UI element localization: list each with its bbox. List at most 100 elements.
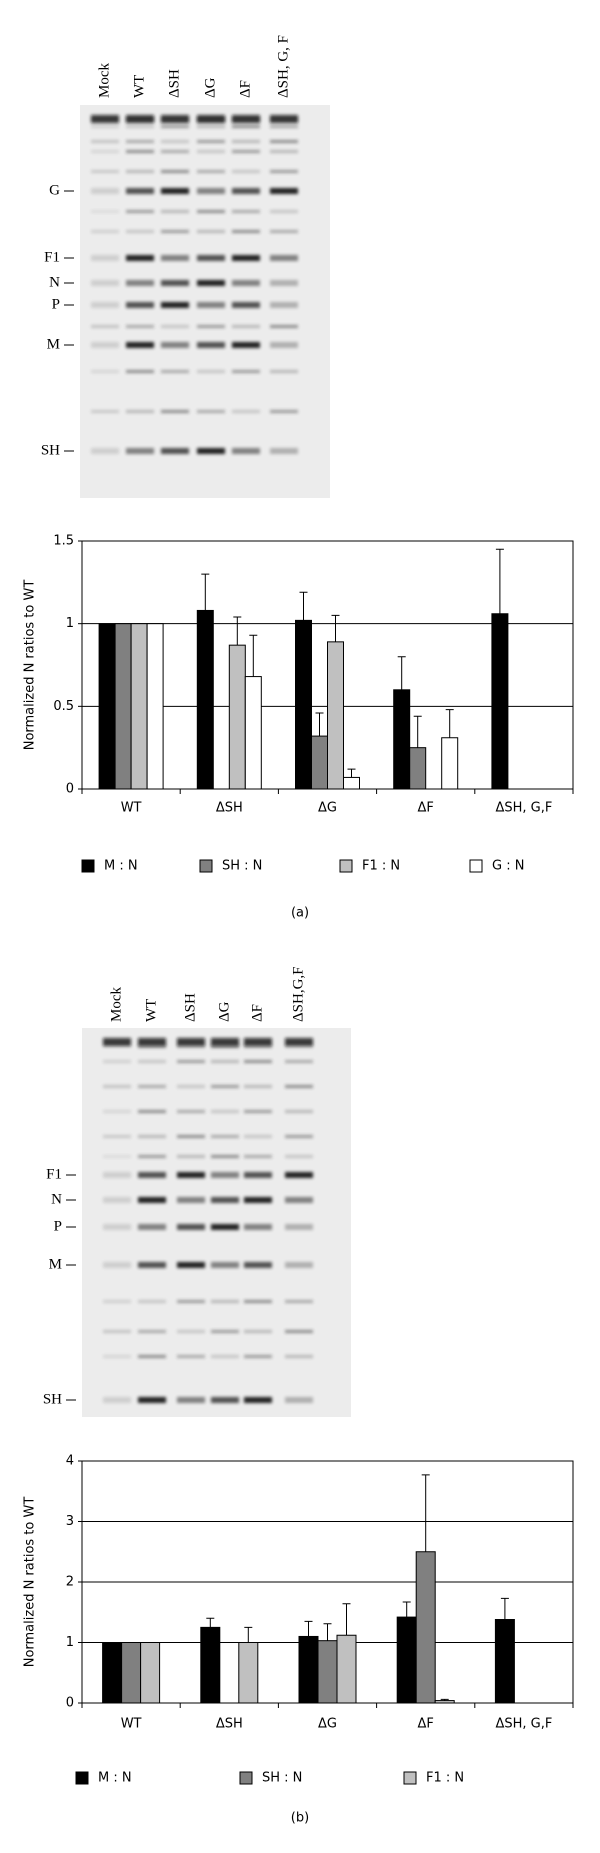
marker-label: P	[54, 1218, 62, 1234]
y-tick-label: 0	[66, 1696, 74, 1711]
y-tick-label: 1.5	[53, 534, 74, 549]
bar	[98, 623, 116, 790]
gel-band	[161, 125, 189, 128]
y-tick-label: 4	[66, 1454, 74, 1469]
gel-band	[285, 1110, 313, 1113]
gel-band	[161, 448, 189, 454]
gel-band	[244, 1224, 272, 1230]
gel-band	[177, 1224, 205, 1230]
error-bar	[206, 1617, 215, 1628]
gel-band	[244, 1262, 272, 1268]
gel-band	[138, 1045, 166, 1048]
gel-band	[138, 1155, 166, 1158]
gel-band	[138, 1135, 166, 1138]
y-tick-label: 0.5	[53, 699, 74, 714]
y-tick-label: 1	[66, 1635, 74, 1650]
gel-band	[91, 118, 119, 121]
gel-band	[197, 140, 225, 143]
bar	[114, 623, 132, 790]
lane-label: ΔF	[249, 1004, 265, 1022]
legend-swatch	[239, 1771, 253, 1785]
gel-band	[126, 150, 154, 153]
gel-band	[270, 188, 298, 194]
x-tick-label: ΔG	[318, 1717, 337, 1732]
gel-band	[161, 410, 189, 413]
bar	[441, 737, 459, 790]
gel-band	[211, 1262, 239, 1268]
gel-band	[285, 1355, 313, 1358]
gel-band	[197, 118, 225, 121]
error-bar	[402, 1601, 411, 1618]
error-bar	[495, 548, 504, 614]
gel-band	[244, 1355, 272, 1358]
lane-label: WT	[143, 999, 159, 1022]
gel-band	[161, 342, 189, 348]
gel-band	[161, 280, 189, 286]
error-bar	[347, 768, 356, 778]
gel-band	[126, 210, 154, 213]
gel-band	[232, 230, 260, 233]
gel-band	[91, 150, 119, 153]
error-bar	[299, 591, 308, 621]
gel-band	[91, 170, 119, 173]
gel-band	[232, 325, 260, 328]
gel-band	[103, 1038, 131, 1046]
gel-band	[161, 118, 189, 121]
marker-label: N	[49, 274, 60, 290]
gel-band	[177, 1085, 205, 1088]
bar	[494, 1619, 515, 1704]
bar	[317, 1640, 338, 1704]
gel-band	[270, 342, 298, 348]
lane-label: ΔSH, G, F	[275, 35, 291, 98]
gel-band	[197, 150, 225, 153]
gel-band	[91, 448, 119, 454]
bar	[146, 623, 164, 790]
gel-band	[103, 1262, 131, 1268]
gel-band	[244, 1038, 272, 1046]
error-bar	[397, 656, 406, 690]
gel-band	[244, 1330, 272, 1333]
error-bar	[440, 1698, 449, 1701]
bar	[196, 609, 214, 790]
gel-band	[138, 1110, 166, 1113]
gel-band	[91, 342, 119, 348]
gel-band	[91, 410, 119, 413]
legend-label: SH : N	[222, 859, 262, 874]
marker-label: SH	[43, 1391, 62, 1407]
x-tick-label: ΔF	[418, 801, 434, 816]
x-tick-label: ΔSH	[216, 801, 243, 816]
gel-band	[232, 170, 260, 173]
marker-label: N	[51, 1191, 62, 1207]
gel-band	[270, 302, 298, 308]
y-tick-label: 1	[66, 616, 74, 631]
gel-band	[103, 1330, 131, 1333]
gel-band	[177, 1262, 205, 1268]
lane-label: ΔG	[202, 77, 218, 98]
gel-band	[211, 1110, 239, 1113]
gel-band	[244, 1155, 272, 1158]
gel-band	[161, 188, 189, 194]
gel-band	[197, 302, 225, 308]
gel-band	[197, 170, 225, 173]
gel-band	[103, 1155, 131, 1158]
gel-band	[161, 150, 189, 153]
bar	[327, 641, 344, 790]
gel-band	[232, 370, 260, 373]
gel-band	[285, 1197, 313, 1203]
gel-band	[244, 1300, 272, 1303]
lane-label: ΔSH	[166, 69, 182, 98]
marker-label: F1	[46, 1166, 62, 1182]
gel-band	[232, 188, 260, 194]
gel-band	[177, 1397, 205, 1403]
gel-band	[138, 1197, 166, 1203]
gel-band	[103, 1197, 131, 1203]
gel-band	[270, 230, 298, 233]
gel-band	[285, 1085, 313, 1088]
gel-band	[177, 1197, 205, 1203]
gel-band	[285, 1172, 313, 1178]
gel-band	[161, 370, 189, 373]
gel-band	[91, 255, 119, 261]
gel-band	[138, 1300, 166, 1303]
gel-band	[244, 1060, 272, 1063]
gel-band	[197, 210, 225, 213]
